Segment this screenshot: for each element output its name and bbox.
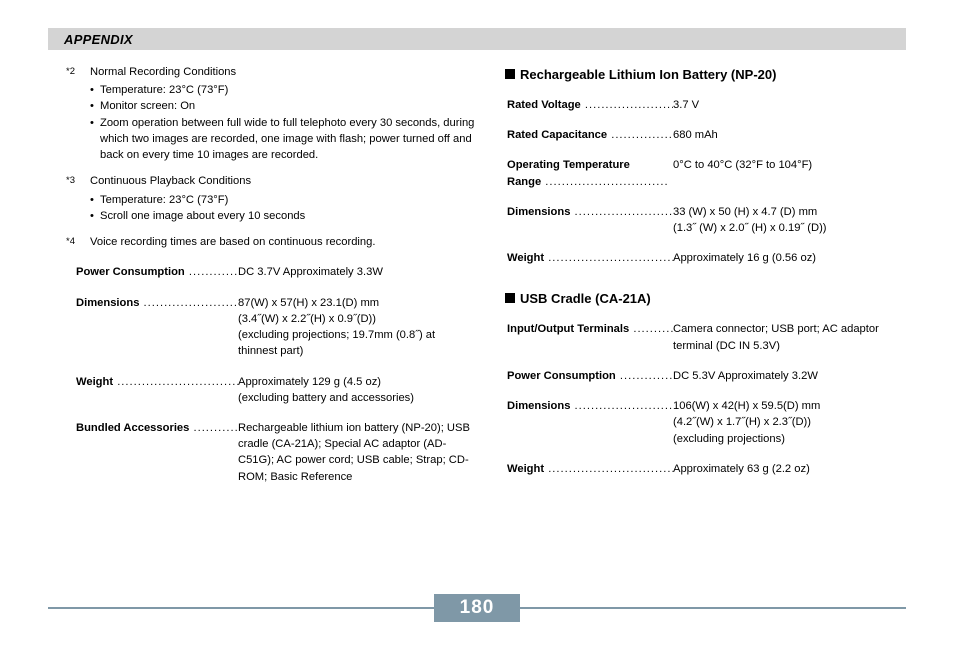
- footnote-bullets: Temperature: 23°C (73°F)Scroll one image…: [90, 192, 477, 224]
- spec-value: 33 (W) x 50 (H) x 4.7 (D) mm(1.3˝ (W) x …: [673, 204, 906, 236]
- footer-line-right: [520, 607, 906, 609]
- spec-value: 0°C to 40°C (32°F to 104°F): [673, 157, 906, 173]
- spec-label: Power Consumption: [76, 264, 238, 280]
- spec-row: Dimensions33 (W) x 50 (H) x 4.7 (D) mm(1…: [507, 204, 906, 236]
- appendix-header: APPENDIX: [48, 28, 906, 50]
- section-heading-text: Rechargeable Lithium Ion Battery (NP-20): [520, 67, 776, 82]
- spec-row: Bundled AccessoriesRechargeable lithium …: [76, 420, 477, 485]
- footnote-bullet: Temperature: 23°C (73°F): [90, 82, 477, 98]
- spec-row: Dimensions87(W) x 57(H) x 23.1(D) mm(3.4…: [76, 295, 477, 360]
- spec-label: Rated Capacitance: [507, 127, 673, 143]
- square-bullet-icon: [505, 69, 515, 79]
- right-sections: Rechargeable Lithium Ion Battery (NP-20)…: [505, 66, 906, 477]
- square-bullet-icon: [505, 293, 515, 303]
- page-footer: 180: [48, 594, 906, 622]
- spec-label: Weight: [76, 374, 238, 390]
- spec-value: Approximately 129 g (4.5 oz)(excluding b…: [238, 374, 477, 406]
- page-number: 180: [434, 594, 521, 622]
- footnote-bullet: Scroll one image about every 10 seconds: [90, 208, 477, 224]
- spec-value: Approximately 63 g (2.2 oz): [673, 461, 906, 477]
- footnote-marker: *4: [66, 235, 75, 249]
- spec-label: Input/Output Terminals: [507, 321, 673, 337]
- footnotes: *2Normal Recording ConditionsTemperature…: [76, 64, 477, 250]
- spec-label: Operating TemperatureRange: [507, 157, 673, 189]
- footnote-marker: *3: [66, 174, 75, 188]
- spec-label: Power Consumption: [507, 368, 673, 384]
- spec-value: 680 mAh: [673, 127, 906, 143]
- spec-value: 3.7 V: [673, 97, 906, 113]
- spec-value: 87(W) x 57(H) x 23.1(D) mm(3.4˝(W) x 2.2…: [238, 295, 477, 360]
- right-column: Rechargeable Lithium Ion Battery (NP-20)…: [505, 64, 906, 499]
- spec-value: Rechargeable lithium ion battery (NP-20)…: [238, 420, 477, 485]
- left-column: *2 Normal Recording Conditions Temperature…: [48, 64, 477, 499]
- footnote: *3Continuous Playback ConditionsTemperat…: [76, 173, 477, 224]
- spec-label-line1: Operating Temperature: [507, 157, 669, 173]
- section-heading: USB Cradle (CA-21A): [505, 290, 906, 309]
- spec-row: Rated Capacitance680 mAh: [507, 127, 906, 143]
- spec-value: Approximately 16 g (0.56 oz): [673, 250, 906, 266]
- footnote: *2Normal Recording ConditionsTemperature…: [76, 64, 477, 163]
- footnote-bullet: Temperature: 23°C (73°F): [90, 192, 477, 208]
- section-heading-text: USB Cradle (CA-21A): [520, 291, 651, 306]
- footnote-lead: Voice recording times are based on conti…: [90, 234, 477, 250]
- footnote-bullet: Monitor screen: On: [90, 98, 477, 114]
- footnote-bullet: Zoom operation between full wide to full…: [90, 115, 477, 164]
- footnote-bullets: Temperature: 23°C (73°F)Monitor screen: …: [90, 82, 477, 163]
- spec-row: Dimensions106(W) x 42(H) x 59.5(D) mm(4.…: [507, 398, 906, 447]
- content-columns: *2 Normal Recording Conditions Temperature…: [48, 64, 906, 499]
- spec-label: Rated Voltage: [507, 97, 673, 113]
- spec-row: Power ConsumptionDC 3.7V Approximately 3…: [76, 264, 477, 280]
- spec-label-line2: Range: [507, 174, 669, 190]
- section-heading: Rechargeable Lithium Ion Battery (NP-20): [505, 66, 906, 85]
- spec-label: Bundled Accessories: [76, 420, 238, 436]
- spec-row: Rated Voltage3.7 V: [507, 97, 906, 113]
- footnote-lead: Normal Recording Conditions: [90, 64, 477, 80]
- spec-label: Dimensions: [507, 204, 673, 220]
- spec-row: Power ConsumptionDC 5.3V Approximately 3…: [507, 368, 906, 384]
- footer-line-left: [48, 607, 434, 609]
- footnote: *4Voice recording times are based on con…: [76, 234, 477, 250]
- appendix-title: APPENDIX: [64, 32, 133, 47]
- spec-value: 106(W) x 42(H) x 59.5(D) mm(4.2˝(W) x 1.…: [673, 398, 906, 447]
- spec-row: Input/Output TerminalsCamera connector; …: [507, 321, 906, 353]
- footnote-marker: *2: [66, 65, 75, 79]
- spec-value: DC 5.3V Approximately 3.2W: [673, 368, 906, 384]
- footnote-lead: Continuous Playback Conditions: [90, 173, 477, 189]
- spec-label: Dimensions: [507, 398, 673, 414]
- spec-row: WeightApproximately 129 g (4.5 oz)(exclu…: [76, 374, 477, 406]
- spec-row: WeightApproximately 63 g (2.2 oz): [507, 461, 906, 477]
- spec-label: Weight: [507, 250, 673, 266]
- spec-value: Camera connector; USB port; AC adaptor t…: [673, 321, 906, 353]
- spec-row: Operating TemperatureRange0°C to 40°C (3…: [507, 157, 906, 189]
- spec-row: WeightApproximately 16 g (0.56 oz): [507, 250, 906, 266]
- spec-label: Dimensions: [76, 295, 238, 311]
- spec-label: Weight: [507, 461, 673, 477]
- spec-value: DC 3.7V Approximately 3.3W: [238, 264, 477, 280]
- left-specs: Power ConsumptionDC 3.7V Approximately 3…: [76, 264, 477, 485]
